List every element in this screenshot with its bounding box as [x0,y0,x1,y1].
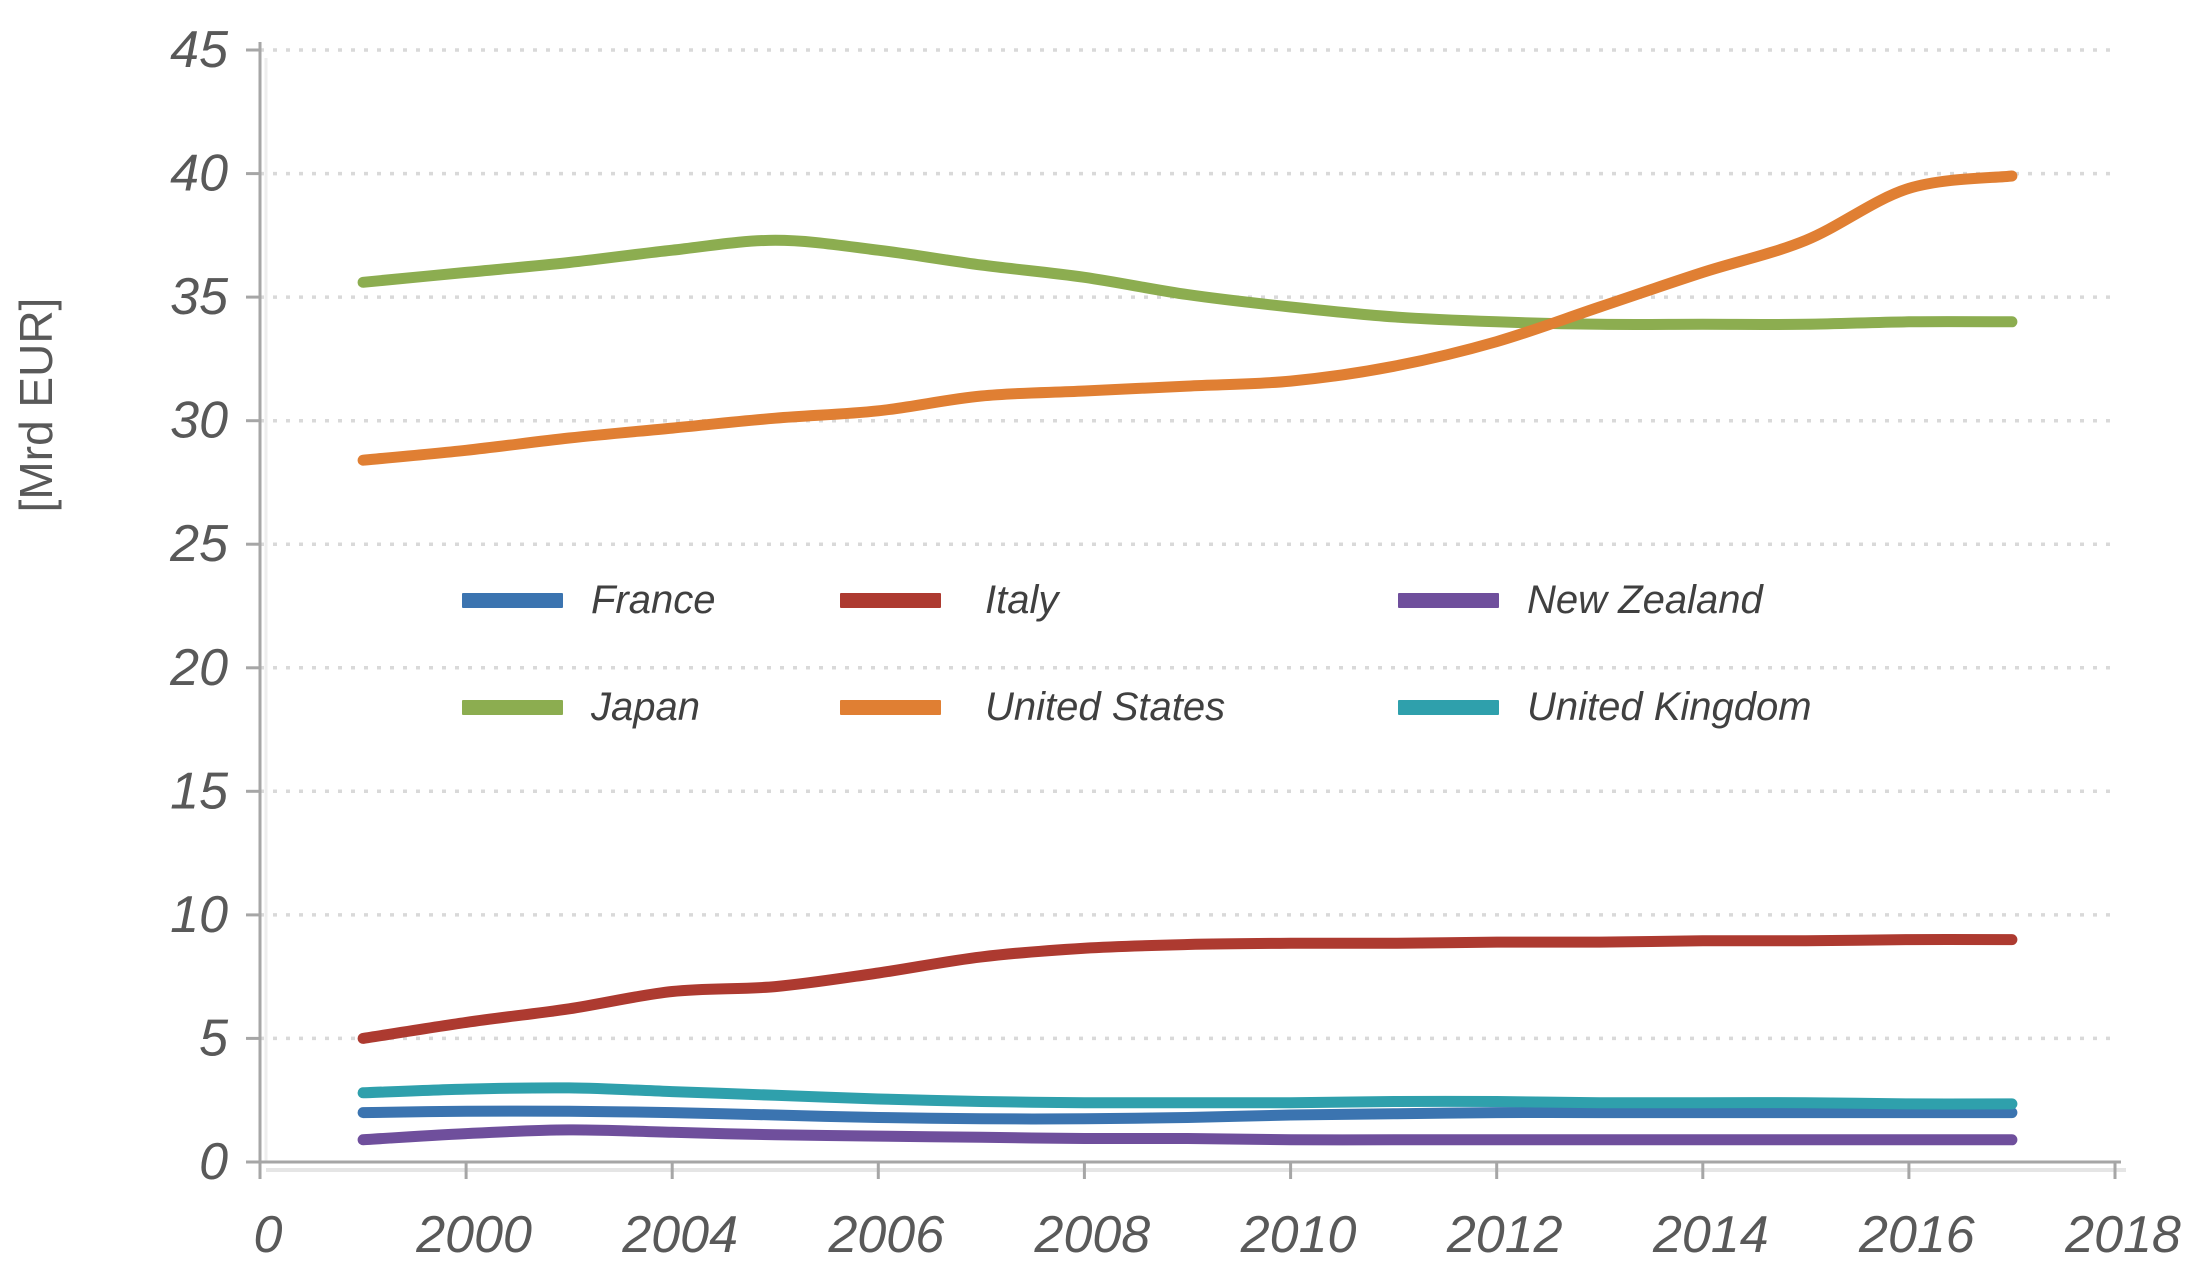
y-tick-label: 0 [199,1133,228,1191]
series-line-japan [357,234,2018,330]
legend-label-france: France [591,578,716,622]
legend-swatch-new-zealand [1398,592,1499,608]
x-tick-label: 2010 [1240,1206,1357,1264]
legend-item-united-states: United States [840,685,1225,729]
legend-swatch-france [462,592,563,608]
y-tick-label: 35 [170,268,229,326]
x-tick-label: 2000 [415,1206,532,1264]
legend-label-japan: Japan [591,685,700,729]
y-tick-label: 30 [170,392,228,450]
legend-label-united-kingdom: United Kingdom [1527,685,1812,729]
series-line-united-kingdom [357,1082,2018,1110]
x-tick-label: 2016 [1858,1206,1975,1264]
legend-label-united-states: United States [985,685,1226,729]
series-line-italy [357,934,2018,1044]
legend-label-new-zealand: New Zealand [1527,578,1763,622]
legend-item-france: France [462,578,716,622]
axes [246,42,2126,1179]
x-tick-label: 2008 [1034,1206,1151,1264]
y-tick-label: 20 [169,639,228,697]
x-tick-label: 2006 [827,1206,944,1264]
legend-item-japan: Japan [462,685,700,729]
x-tick-label: 2018 [2064,1206,2181,1264]
legend-swatch-italy [840,592,941,608]
y-axis-title: [Mrd EUR] [10,298,62,513]
x-tick-label: 0 [254,1206,283,1264]
y-tick-label: 5 [199,1009,229,1067]
legend-swatch-united-states [840,699,941,715]
series-lines [357,170,2018,1146]
legend-label-italy: Italy [985,578,1059,622]
legend-item-new-zealand: New Zealand [1398,578,1763,622]
legend-item-united-kingdom: United Kingdom [1398,685,1812,729]
x-tick-label: 2004 [621,1206,738,1264]
legend-swatch-united-kingdom [1398,699,1499,715]
gridlines [260,48,2115,1041]
series-line-france [357,1105,2018,1125]
y-tick-label: 10 [170,886,228,944]
legend-swatch-japan [462,699,563,715]
x-tick-label: 2012 [1446,1206,1563,1264]
y-tick-label: 15 [170,762,229,820]
x-tick-label: 2014 [1652,1206,1769,1264]
y-tick-label: 25 [169,515,229,573]
y-tick-label: 45 [170,21,229,79]
series-line-new-zealand [357,1124,2018,1146]
series-line-united-states [357,170,2018,466]
legend-item-italy: Italy [840,578,1058,622]
y-tick-label: 40 [170,145,228,203]
axis-labels: 0 5 10 15 20 25 30 35 40 45 0 2000 2004 2006 2008 2010 2… [169,21,2181,1264]
